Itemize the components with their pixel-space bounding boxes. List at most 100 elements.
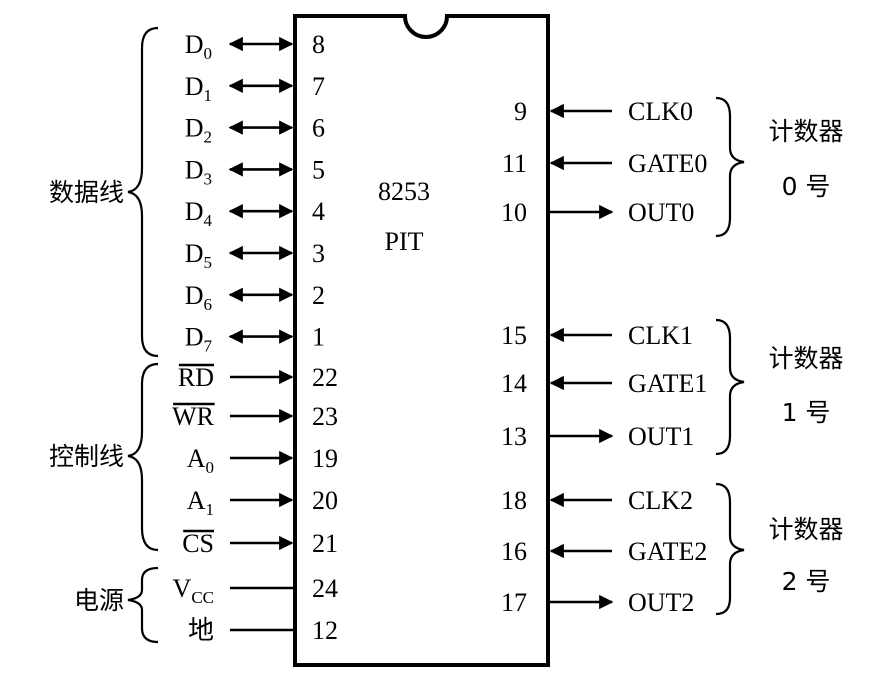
pin-3-signal-label-base: D [185,239,204,268]
pin-20-signal-label-base: A [187,486,206,515]
pin-1-number: 1 [312,323,325,352]
signal-clk1-label: CLK1 [628,321,693,350]
pin-14: 14 GATE1 [501,369,707,398]
pin-9: 9 CLK0 [514,97,693,126]
pin-2: D6 2 [185,281,325,314]
pin-19-number: 19 [312,444,338,473]
counter-2-number: 2 号 [782,567,831,596]
pin-7-signal-label: D1 [185,72,212,105]
pin-21-signal-label-base: CS [182,529,214,558]
signal-gate0-label: GATE0 [628,149,707,178]
pin-23-signal-label: WR [172,402,215,431]
pin-12-signal-label: 地 [188,616,214,645]
pin-13: 13 OUT1 [501,422,694,451]
pin-21-signal-label: CS [182,529,214,558]
pin-16: 16 GATE2 [501,537,707,566]
pin-6-signal-label-base: D [185,114,204,143]
pin-7-number: 7 [312,72,325,101]
pin-1: D7 1 [185,323,325,356]
pin-23-signal-label-base: WR [172,402,215,431]
pin-12-number: 12 [312,616,338,645]
pin-4: D4 4 [185,197,325,230]
signal-out2-label: OUT2 [628,588,694,617]
control-lines-brace [127,362,159,552]
pin-19-signal-label-base: A [187,444,206,473]
pin-2-signal-label: D6 [185,281,212,314]
counter-2-brace [715,482,745,616]
pin-12-signal-label-base: 地 [188,616,214,645]
chip-sublabel: PIT [385,227,424,256]
pin-16-number: 16 [501,537,527,566]
power-label: 电源 [74,586,124,615]
pin-10: 10 OUT0 [501,198,694,227]
pin-1-signal-label-subscript: 7 [204,337,213,356]
pin-4-signal-label-subscript: 4 [204,211,213,230]
pin-24-number: 24 [312,574,338,603]
chip-label: 8253 [378,177,430,206]
pin-6-number: 6 [312,114,325,143]
pin-12: 地 12 [188,616,338,645]
pin-9-number: 9 [514,97,527,126]
pin-23: WR 23 [172,402,338,431]
pin-3-signal-label: D5 [185,239,212,272]
signal-clk0-label: CLK0 [628,97,693,126]
pin-13-number: 13 [501,422,527,451]
pin-15: 15 CLK1 [501,321,693,350]
pin-18-number: 18 [501,486,527,515]
pin-8-signal-label: D0 [185,30,212,63]
pin-7-signal-label-subscript: 1 [204,86,213,105]
control-lines-label: 控制线 [49,442,124,471]
pin-19: A0 19 [187,444,338,477]
pin-6-signal-label: D2 [185,114,212,147]
pin-24-signal-label: VCC [173,574,214,607]
pin-8-number: 8 [312,30,325,59]
signal-gate1-label: GATE1 [628,369,707,398]
pin-24: VCC 24 [173,574,338,607]
pin-2-signal-label-subscript: 6 [204,295,213,314]
data-lines-label: 数据线 [49,178,124,207]
pin-5-signal-label-subscript: 3 [204,169,213,188]
pin-8: D0 8 [185,30,325,63]
pin-14-number: 14 [501,369,527,398]
pin-20: A1 20 [187,486,338,519]
pin-19-signal-label: A0 [187,444,214,477]
pin-18: 18 CLK2 [501,486,693,515]
pin-4-signal-label-base: D [185,197,204,226]
pin-3: D5 3 [185,239,325,272]
pin-21: CS 21 [182,529,338,558]
pin-19-signal-label-subscript: 0 [206,458,215,477]
data-lines-brace [127,26,159,358]
chip-body [293,14,550,667]
pin-20-signal-label-subscript: 1 [206,500,215,519]
counter-1-title: 计数器 [768,344,843,373]
right-pin-group: 9 CLK0 11 GATE0 10 OUT0 15 CLK1 14 GATE1 13 OUT1 18 C… [501,97,707,617]
pin-20-signal-label: A1 [187,486,214,519]
counter-2-title: 计数器 [768,515,843,544]
signal-out0-label: OUT0 [628,198,694,227]
signal-gate2-label: GATE2 [628,537,707,566]
signal-clk2-label: CLK2 [628,486,693,515]
pin-7: D1 7 [185,72,325,105]
pin-5: D3 5 [185,155,325,188]
pin-5-number: 5 [312,155,325,184]
counter-1-brace [715,318,745,456]
pin-17: 17 OUT2 [501,588,694,617]
pin-11: 11 GATE0 [502,149,707,178]
pin-3-signal-label-subscript: 5 [204,253,213,272]
pin-6-signal-label-subscript: 2 [204,128,213,147]
pin-3-number: 3 [312,239,325,268]
pin-5-signal-label-base: D [185,155,204,184]
counter-0-brace [715,96,745,238]
pin-6: D2 6 [185,114,325,147]
pin-15-number: 15 [501,321,527,350]
counter-1-number: 1 号 [782,398,831,427]
pin-2-number: 2 [312,281,325,310]
pin-8-signal-label-base: D [185,30,204,59]
pin-7-signal-label-base: D [185,72,204,101]
pin-22-signal-label: RD [178,363,214,392]
pin-20-number: 20 [312,486,338,515]
pin-24-signal-label-base: V [173,574,192,603]
pin-11-number: 11 [502,149,527,178]
